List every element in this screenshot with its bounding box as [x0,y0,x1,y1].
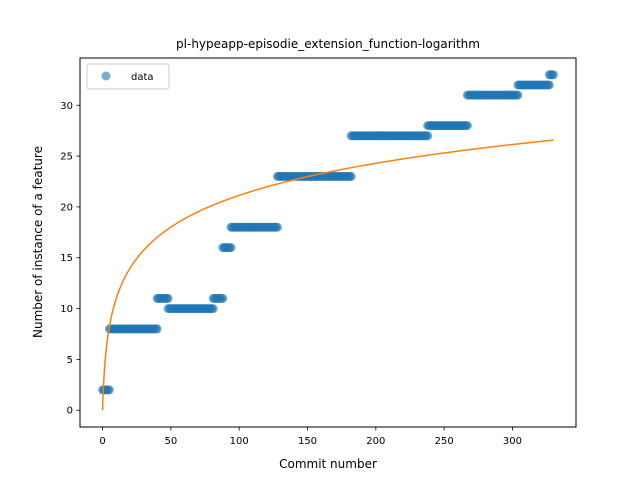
chart-title: pl-hypeapp-episodie_extension_function-l… [176,37,480,51]
data-point [152,324,162,334]
legend-marker-data [101,71,111,81]
plot-background [80,58,576,427]
y-tick-label: 15 [60,253,73,264]
legend-label-data: data [131,72,154,83]
fit-line [101,139,554,411]
y-tick-label: 30 [60,101,73,112]
fit-layer [101,139,554,411]
x-tick-label: 150 [298,436,317,447]
x-tick-label: 0 [99,436,105,447]
data-point [208,304,218,314]
legend-box [86,63,170,90]
x-tick-label: 250 [435,436,454,447]
y-tick-label: 25 [60,152,73,163]
legend: data [86,63,170,90]
y-tick-label: 20 [60,202,73,213]
y-tick-label: 10 [60,304,73,315]
data-point [462,121,472,131]
y-tick-label: 0 [67,406,73,417]
data-point [423,131,433,141]
x-axis-ticks: 0 50 100 150 200 250 300 [99,427,522,447]
data-point [104,385,114,395]
data-point [513,90,523,100]
data-point [544,80,554,90]
x-tick-label: 300 [503,436,522,447]
data-point [346,171,356,181]
x-tick-label: 100 [230,436,249,447]
x-axis-label: Commit number [279,457,377,471]
y-tick-label: 5 [67,355,73,366]
data-point [548,70,558,80]
data-point [163,293,173,303]
y-axis-ticks: 0 5 10 15 20 25 30 [60,101,80,417]
x-tick-label: 50 [164,436,177,447]
data-layer [98,70,558,395]
plot-area [79,57,577,428]
data-point [218,293,228,303]
data-point [272,222,282,232]
axes-frame [79,57,577,428]
x-tick-label: 200 [366,436,385,447]
data-point [226,243,236,253]
y-axis-label: Number of instance of a feature [31,146,45,338]
